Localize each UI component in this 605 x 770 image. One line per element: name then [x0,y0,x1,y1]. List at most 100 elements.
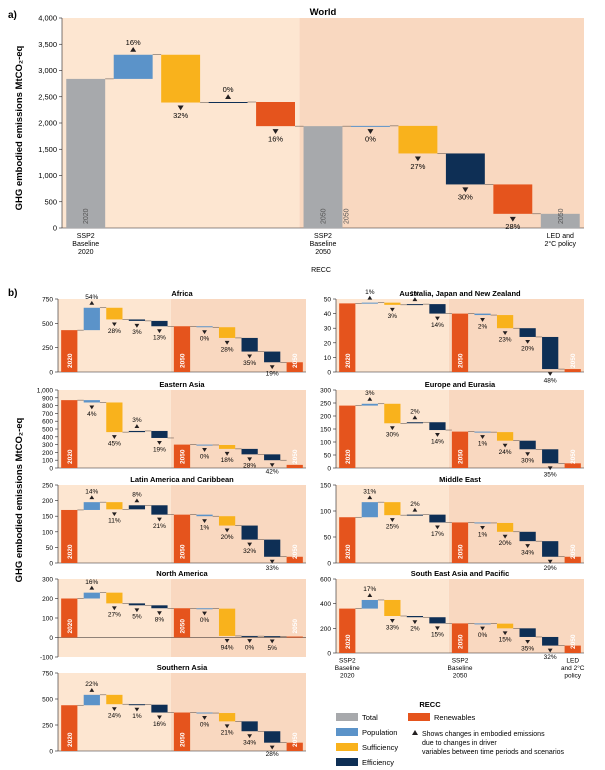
triangle-down-marker [202,447,207,452]
pct-label: 30% [386,432,399,439]
triangle-up-marker [89,585,95,590]
pct-label: 32% [243,548,256,555]
y-tick-label: 0 [327,651,331,658]
bar-sufficiency [218,444,236,449]
pct-label: 16% [268,134,283,143]
pct-label: 28% [108,328,121,335]
chart-southern-asia: Southern Asia 0 250 500 750 2020 22% 24% 1% 16% 20… [42,663,306,758]
triangle-down-marker [157,715,162,720]
bar-renewables [564,645,581,653]
triangle-down-marker [177,105,184,111]
pct-label: 8% [132,491,142,498]
bar-sufficiency [384,502,401,516]
triangle-up-marker [89,300,95,305]
y-tick-label: 2,000 [38,119,57,128]
y-axis-label-a: GHG embodied emissions MtCO₂-eq [14,45,25,210]
triangle-down-marker [111,435,117,439]
bar-year-label: 2050 [292,353,299,368]
bar-renewables [339,303,356,372]
legend-note-line: variables between time periods and scena… [422,749,565,756]
triangle-down-marker [525,339,531,344]
bar-year-label: 2050 [292,619,299,634]
bar-renewables [61,400,78,468]
y-tick-label: 50 [324,297,332,304]
bar-renewables [286,556,303,563]
bar-sufficiency [106,694,123,705]
pct-label: 45% [108,440,121,447]
triangle-down-marker [480,626,485,631]
triangle-down-marker [157,329,162,334]
pct-label: 0% [200,617,210,624]
bar-population [350,125,390,127]
y-tick-label: 500 [44,197,57,206]
triangle-down-marker [462,187,469,193]
triangle-down-marker [247,542,253,547]
pct-label: 1% [200,525,210,532]
y-tick-label: 500 [42,321,53,328]
bar-renewables [339,517,356,563]
pct-label: 34% [243,740,256,747]
bar-year-label: 2020 [67,449,74,464]
bar-sufficiency [161,54,201,103]
triangle-down-marker [480,525,485,530]
triangle-up-marker [412,415,418,420]
legend-label-sufficiency: Sufficiency [362,743,398,752]
category-label: 2°C policy [544,240,576,248]
triangle-down-marker [547,559,553,564]
chart-australia-japan-and-new-zealand: Australia, Japan and New Zealand 0 10 20 30 4… [324,289,584,384]
chart-title: Africa [171,289,193,298]
triangle-down-marker [389,307,395,312]
triangle-down-marker [547,372,553,376]
triangle-down-marker [435,433,440,437]
triangle-up-marker [367,295,373,300]
pct-label: 0% [200,453,210,460]
bar-efficiency [128,603,146,606]
y-tick-label: 750 [42,671,53,678]
bar-efficiency [406,422,424,424]
triangle-up-marker [134,424,140,428]
bar-population [474,522,491,524]
bar-year-label: 2020 [345,449,352,464]
triangle-down-marker [272,129,279,134]
bar-renewables [564,556,581,563]
triangle-down-marker [480,435,485,439]
y-tick-label: 200 [42,498,53,505]
bar-population [474,431,491,433]
bar-sufficiency [496,623,514,629]
triangle-down-marker [224,451,230,456]
triangle-down-marker [367,129,374,134]
pct-label: 3% [388,313,398,320]
triangle-down-marker [224,638,230,643]
bar-efficiency [542,449,559,464]
bar-year-label: 2050 [570,544,577,559]
pct-label: 11% [108,518,121,525]
pct-label: 15% [499,637,512,644]
pct-label: 16% [153,721,166,728]
pct-label: 27% [410,162,425,171]
pct-label: 3% [365,390,375,397]
triangle-down-marker [269,745,275,750]
triangle-down-marker [480,318,485,322]
pct-label: 1% [410,290,420,297]
pct-label: 29% [544,565,557,572]
bar-efficiency [542,336,559,370]
chart-middle-east: Middle East 0 50 100 150 2020 31% 25% 2% 17% 2050 1… [320,475,584,572]
triangle-down-marker [525,452,531,457]
bar-efficiency [429,422,446,431]
pct-label: 28% [266,751,279,758]
y-tick-label: 100 [42,458,53,465]
bar-year-label: 2020 [345,353,352,368]
bar-renewables [339,405,356,468]
y-tick-label: 20 [324,340,332,347]
y-tick-label: 250 [42,483,53,490]
triangle-down-marker [547,466,553,471]
bar-efficiency [519,440,536,450]
pct-label: 21% [153,523,166,530]
bar-year-label: 2020 [67,619,74,634]
y-tick-label: 600 [42,419,53,426]
bar-efficiency [542,636,559,646]
triangle-down-marker [134,608,140,613]
bar-total [303,126,343,228]
triangle-down-marker [525,544,531,548]
y-axis-label-b: GHG embodied emissions MtCO₂-eq [14,417,25,582]
